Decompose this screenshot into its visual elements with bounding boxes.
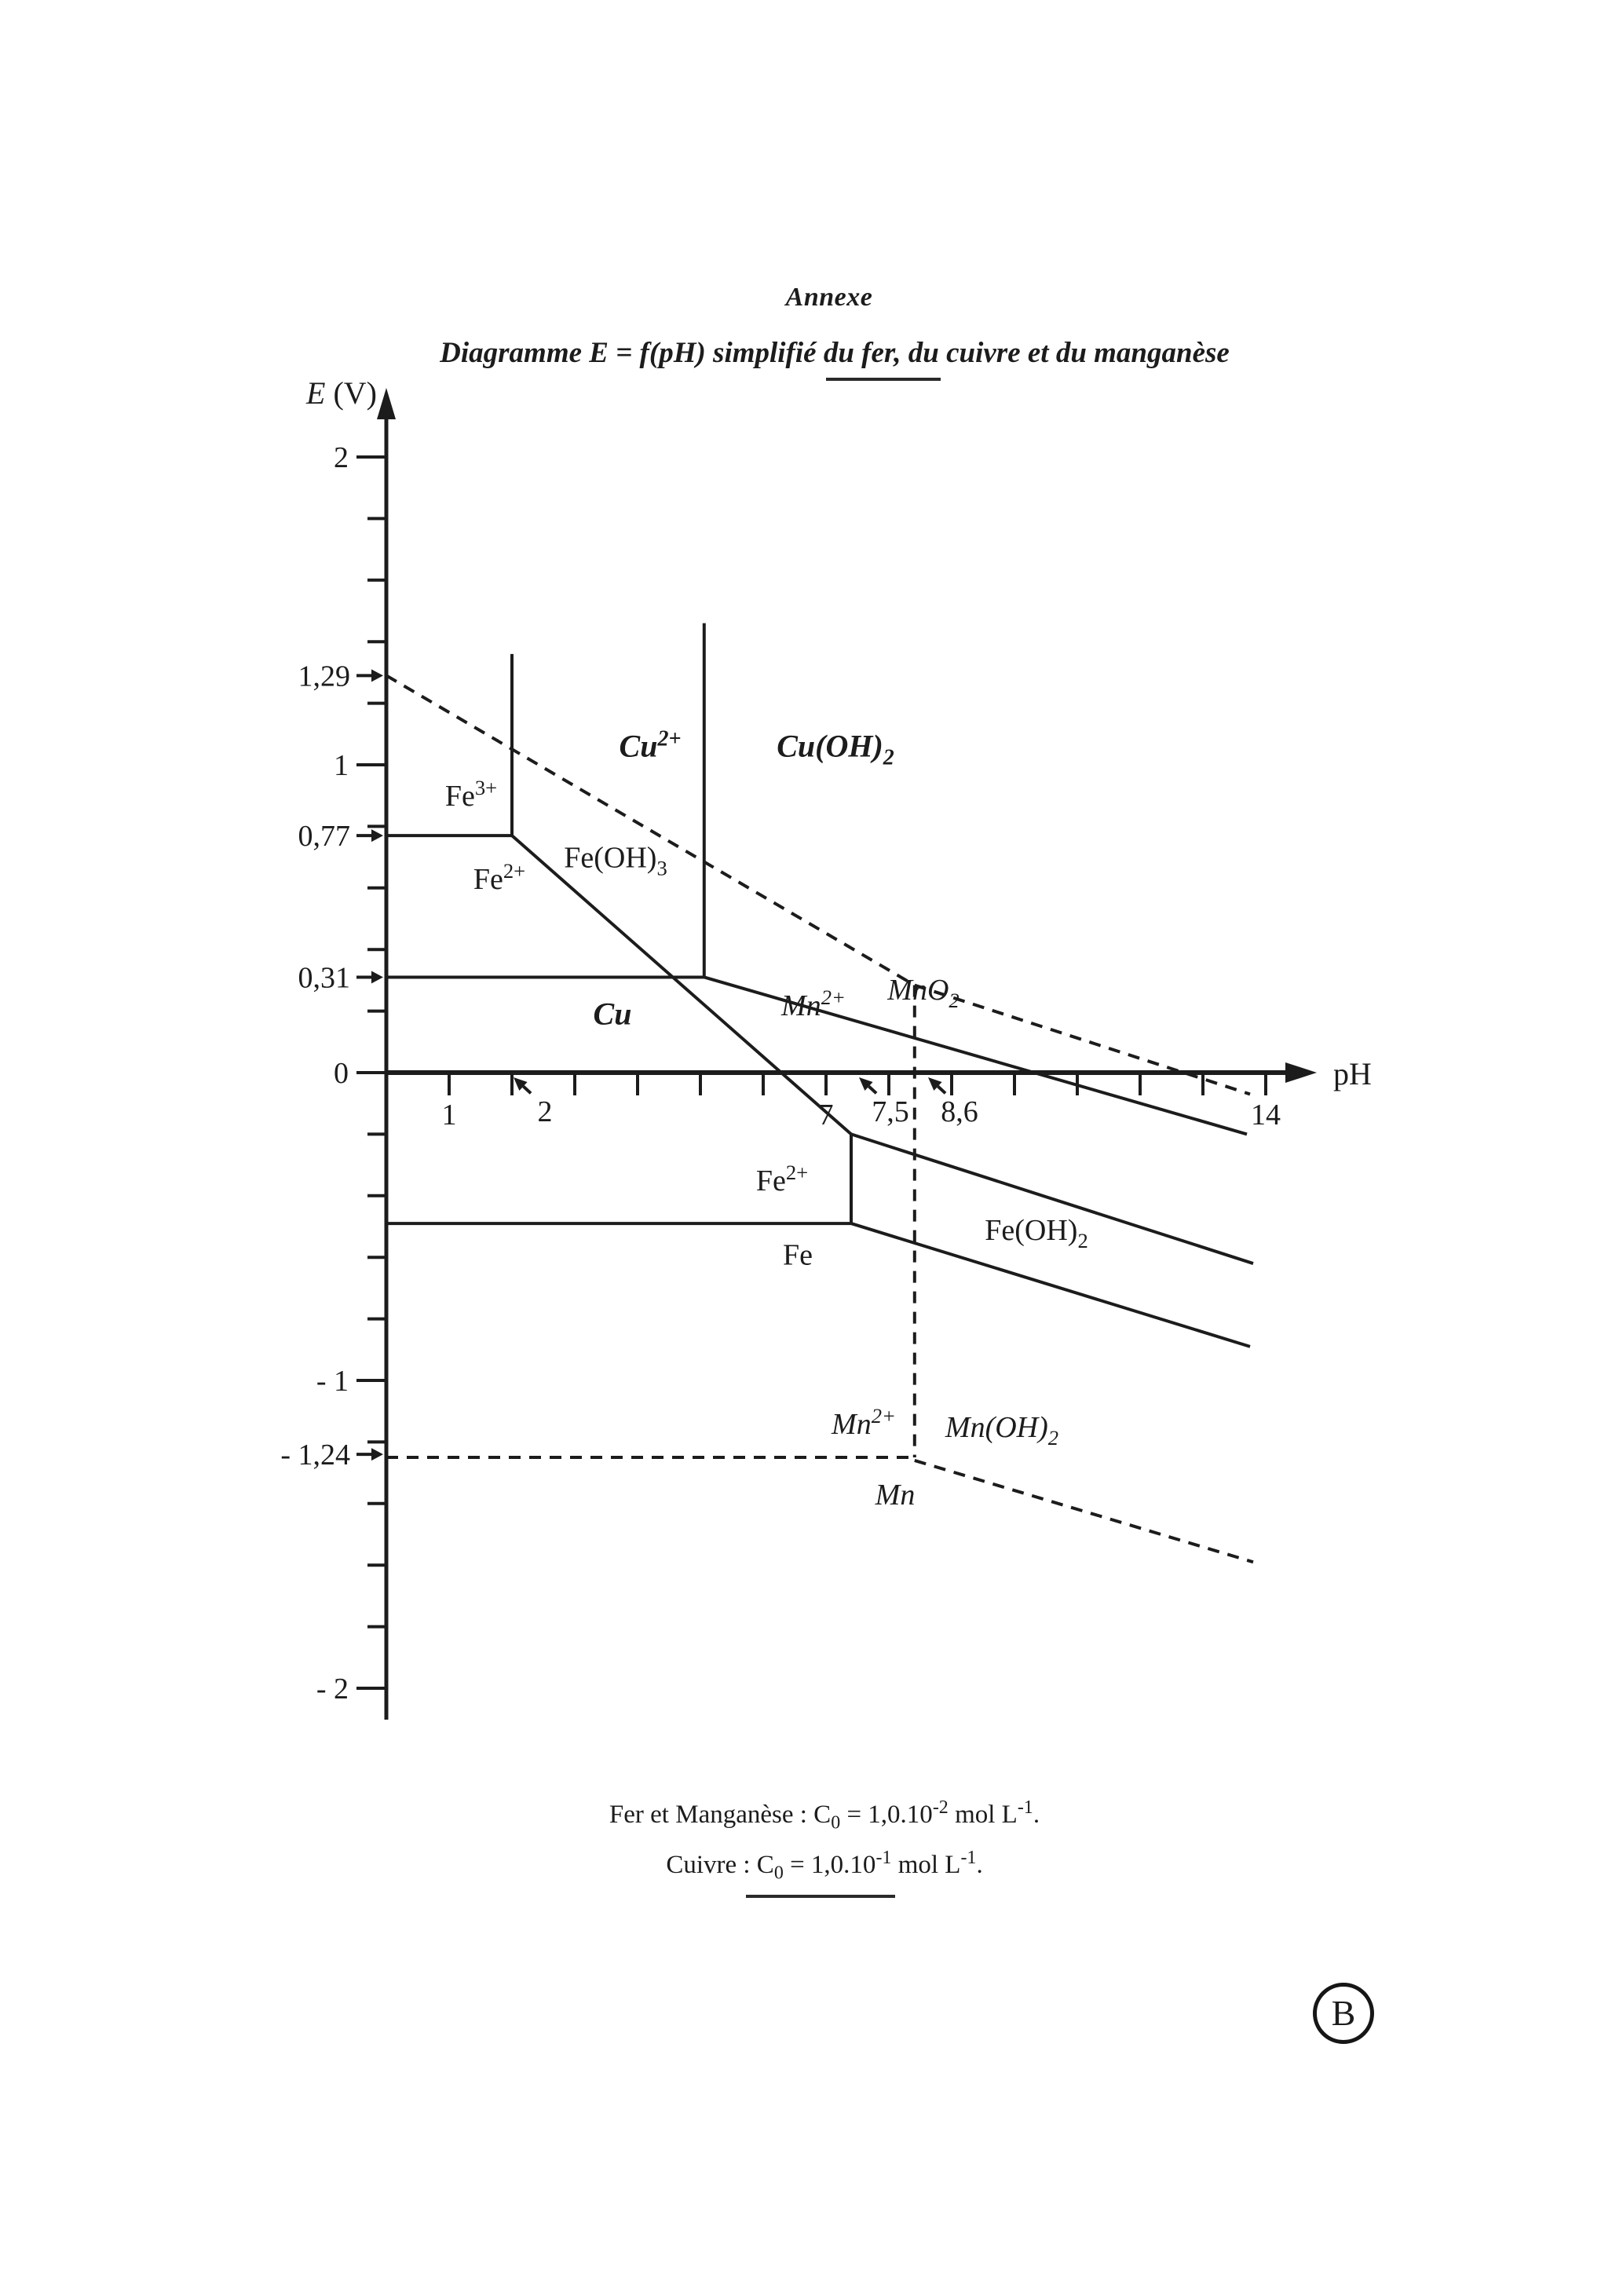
ph-axis-title: pH bbox=[1333, 1056, 1372, 1091]
ph-marked-arrow-head bbox=[514, 1077, 528, 1091]
e-tick-label: 1 bbox=[334, 749, 349, 782]
boundary-mnoh2-mn-frontier bbox=[914, 1459, 1254, 1564]
region-label-fe(oh)2: Fe(OH)2 bbox=[985, 1214, 1088, 1252]
region-label-fe(oh)3: Fe(OH)3 bbox=[564, 842, 667, 880]
e-marked-value-label: - 1,24 bbox=[280, 1439, 350, 1472]
boundary-feoh2-fe-frontier bbox=[850, 1222, 1251, 1348]
e-axis-title: E (V) bbox=[305, 375, 377, 411]
footnote-line-iron-manganese: Fer et Manganèse : C0 = 1,0.10-2 mol L-1… bbox=[609, 1797, 1040, 1834]
ph-tick-label: 14 bbox=[1251, 1099, 1281, 1132]
e-marked-value-label: 1,29 bbox=[298, 660, 351, 693]
e-tick-label: - 1 bbox=[316, 1365, 349, 1398]
ph-tick-label: 1 bbox=[442, 1099, 457, 1132]
region-label-cu2: Cu2+ bbox=[620, 726, 682, 763]
e-marked-arrow-head bbox=[371, 1448, 383, 1461]
concentration-footnote: Fer et Manganèse : C0 = 1,0.10-2 mol L-1… bbox=[408, 1790, 1241, 1890]
ph-marked-arrow-head bbox=[928, 1077, 942, 1091]
page-marker-badge: B bbox=[1313, 1983, 1374, 2044]
e-marked-arrow-head bbox=[371, 971, 383, 984]
e-marked-arrow-head bbox=[371, 669, 383, 682]
ph-marked-arrow-head bbox=[859, 1077, 873, 1091]
diagram-title: Diagramme E = f(pH) simplifié du fer, du… bbox=[440, 337, 1230, 369]
boundary-cuoh2-cu-frontier bbox=[704, 975, 1248, 1136]
e-tick-label: 2 bbox=[334, 441, 349, 474]
region-label-fe: Fe bbox=[783, 1238, 813, 1271]
ph-marked-arrow-tail bbox=[522, 1085, 532, 1095]
region-label-fe2: Fe2+ bbox=[756, 1161, 808, 1197]
title-divider-rule bbox=[826, 378, 941, 381]
region-label-mn2: Mn2+ bbox=[780, 985, 846, 1022]
region-label-mn2: Mn2+ bbox=[831, 1404, 896, 1441]
ph-axis-arrowhead bbox=[1285, 1062, 1317, 1083]
region-label-mno2: MnO2 bbox=[886, 974, 959, 1012]
footer-divider-rule bbox=[746, 1895, 895, 1898]
region-label-mn(oh)2: Mn(OH)2 bbox=[945, 1411, 1058, 1450]
e-tick-label: - 2 bbox=[316, 1673, 349, 1706]
boundary-mno2-mnoh2-frontier bbox=[914, 983, 1251, 1096]
boundary-mno2-mn2-frontier bbox=[385, 674, 916, 987]
region-label-cu: Cu bbox=[594, 996, 632, 1032]
ph-marked-value-label: 2 bbox=[538, 1095, 553, 1128]
region-label-mn: Mn bbox=[875, 1479, 916, 1512]
region-label-cu(oh)2: Cu(OH)2 bbox=[777, 728, 894, 770]
ph-marked-value-label: 8,6 bbox=[941, 1095, 978, 1128]
page-title: Annexe bbox=[785, 283, 873, 312]
ph-marked-value-label: 7,5 bbox=[872, 1095, 909, 1128]
ph-marked-arrow-tail bbox=[937, 1085, 947, 1095]
region-label-fe3: Fe3+ bbox=[445, 776, 497, 813]
e-marked-arrow-head bbox=[371, 829, 383, 843]
ph-marked-arrow-tail bbox=[868, 1085, 878, 1095]
page-marker-letter: B bbox=[1331, 1993, 1356, 2033]
region-label-fe2: Fe2+ bbox=[473, 859, 525, 896]
footnote-line-copper: Cuivre : C0 = 1,0.10-1 mol L-1. bbox=[666, 1847, 983, 1884]
boundary-feoh3-feoh2-frontier bbox=[850, 1132, 1254, 1265]
boundary-feoh3-fe2-frontier bbox=[510, 834, 853, 1135]
e-marked-value-label: 0,31 bbox=[298, 961, 351, 994]
e-tick-label: 0 bbox=[334, 1057, 349, 1090]
e-marked-value-label: 0,77 bbox=[298, 820, 351, 853]
e-axis-arrowhead bbox=[377, 388, 396, 419]
